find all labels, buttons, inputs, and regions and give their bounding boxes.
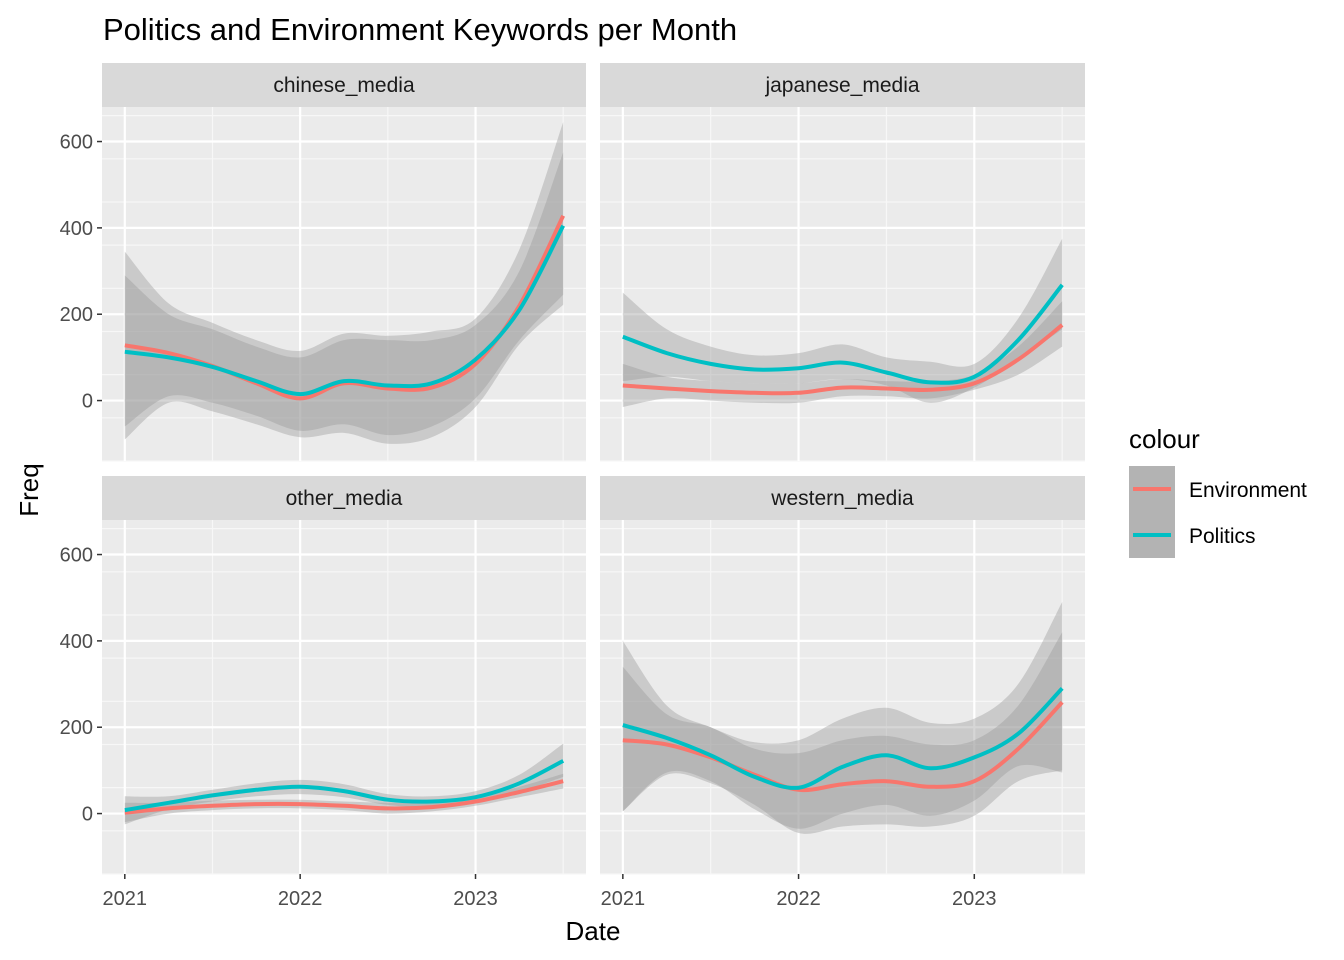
- panel-other_media: other_media 0 200 400 600 2021 2022 2023: [60, 476, 586, 910]
- facet-label: japanese_media: [764, 74, 919, 97]
- y-axis-title: Freq: [14, 463, 44, 516]
- y-tick-label: 400: [60, 218, 93, 240]
- facet-strip: [600, 476, 1085, 520]
- chart-title: Politics and Environment Keywords per Mo…: [103, 12, 737, 47]
- y-tick-label: 0: [82, 804, 93, 826]
- x-tick-label: 2021: [601, 888, 646, 910]
- confidence-band-politics: [124, 152, 564, 436]
- legend-title: colour: [1129, 424, 1200, 454]
- y-tick-label: 0: [82, 391, 93, 413]
- y-tick-label: 200: [60, 304, 93, 326]
- legend-label-environment: Environment: [1189, 479, 1307, 502]
- plot-area: [124, 122, 565, 444]
- confidence-band-environment: [124, 122, 564, 444]
- panel-western_media: western_media 2021 2022 2023: [600, 476, 1085, 910]
- panel-chinese_media: chinese_media 0 200 400 600: [60, 63, 586, 462]
- x-tick-label: 2022: [278, 888, 323, 910]
- facet-strip: [102, 63, 586, 107]
- x-tick-label: 2023: [453, 888, 498, 910]
- facet-label: chinese_media: [273, 74, 415, 97]
- series-line-politics: [124, 759, 565, 813]
- x-tick-label: 2023: [952, 888, 997, 910]
- series-line-environment: [622, 700, 1064, 793]
- confidence-band-politics: [622, 602, 1063, 829]
- x-axis-title: Date: [566, 916, 621, 946]
- panel-background: [600, 520, 1085, 874]
- confidence-band-politics: [622, 238, 1063, 403]
- panel-background: [102, 107, 586, 461]
- x-tick-label: 2022: [776, 888, 821, 910]
- series-line-politics: [622, 686, 1064, 790]
- y-tick-label: 400: [60, 631, 93, 653]
- facet-label: western_media: [770, 487, 914, 510]
- facet-label: other_media: [286, 487, 403, 510]
- panels: chinese_media 0 200 400 600 japanese_mediaoth…: [60, 63, 1085, 910]
- x-tick-label: 2021: [103, 888, 148, 910]
- confidence-band-environment: [622, 632, 1063, 834]
- plot-area: [622, 602, 1064, 834]
- plot-area: [622, 238, 1064, 407]
- facet-strip: [102, 476, 586, 520]
- panel-background: [102, 520, 586, 874]
- series-line-environment: [124, 779, 564, 815]
- panel-background: [600, 107, 1085, 461]
- y-tick-label: 600: [60, 545, 93, 567]
- facet-strip: [600, 63, 1085, 107]
- plot-area: [124, 743, 565, 825]
- legend-label-politics: Politics: [1189, 525, 1256, 548]
- series-line-politics: [622, 283, 1064, 385]
- series-line-environment: [622, 323, 1064, 396]
- legend: colour Environment Politics: [1129, 424, 1307, 558]
- y-tick-label: 600: [60, 132, 93, 154]
- panel-japanese_media: japanese_media: [600, 63, 1085, 462]
- series-line-politics: [124, 224, 565, 397]
- y-tick-label: 200: [60, 717, 93, 739]
